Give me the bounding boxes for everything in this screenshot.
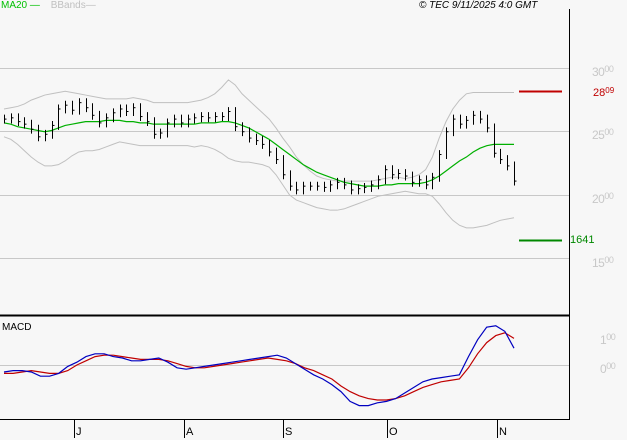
x-label-nov: N: [499, 426, 507, 438]
ma20-line: [3, 119, 514, 187]
price-grid: [0, 68, 569, 366]
support-label: 1641: [570, 234, 595, 246]
copyright-timestamp: © TEC 9/11/2025 4:0 GMT: [419, 0, 538, 11]
legend-bbands: BBands—: [50, 0, 96, 11]
x-label-jul: J: [76, 426, 82, 438]
price-bars: [4, 98, 517, 195]
x-label-sep: S: [285, 426, 293, 438]
x-axis-ticks: [74, 420, 498, 438]
macd-tick-0: 000: [600, 361, 616, 376]
macd-title: MACD: [2, 322, 32, 333]
price-tick-30: 3000: [592, 64, 614, 79]
x-label-oct: O: [389, 426, 398, 438]
macd-tick-1: 100: [600, 332, 616, 347]
x-label-aug: A: [186, 426, 194, 438]
resistance-label: 2809: [593, 86, 615, 99]
bollinger-bands: [3, 79, 515, 229]
price-tick-25: 2500: [592, 127, 614, 142]
chart-legend: MA20 — BBands—: [1, 0, 96, 11]
price-tick-15: 1500: [592, 255, 614, 270]
macd-lines: [3, 325, 515, 407]
price-tick-20: 2000: [592, 191, 614, 206]
legend-ma20: MA20 —: [1, 0, 40, 11]
